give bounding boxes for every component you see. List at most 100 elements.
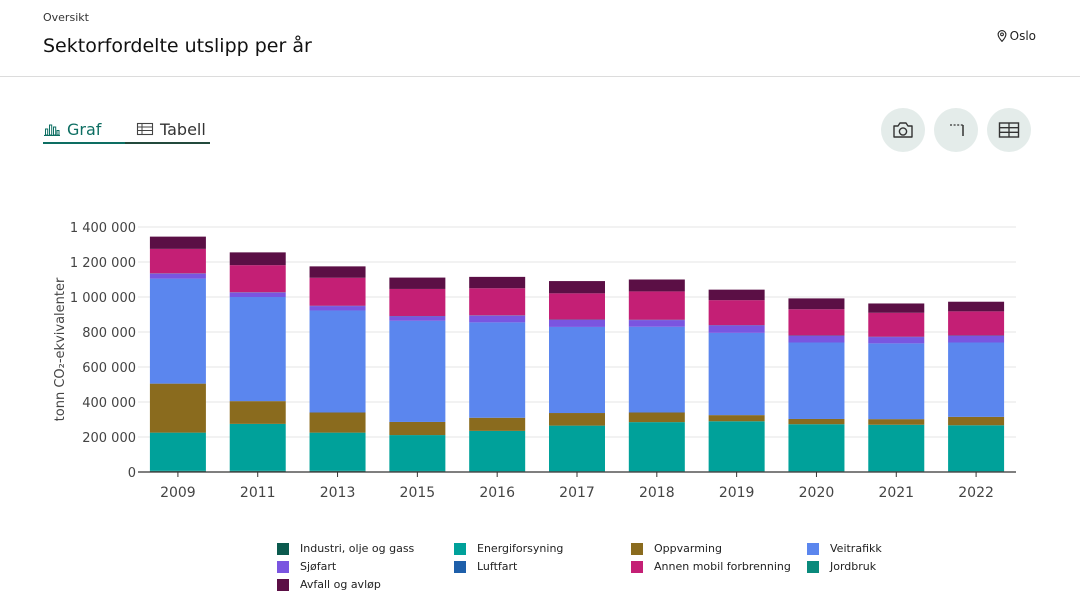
bar-segment[interactable] xyxy=(868,343,925,420)
legend-item[interactable]: Veitrafikk xyxy=(807,542,917,555)
bar-segment[interactable] xyxy=(708,300,765,326)
bar-segment[interactable] xyxy=(469,417,526,431)
bar-stack-2021[interactable] xyxy=(868,303,925,472)
bar-segment[interactable] xyxy=(309,266,366,278)
bar-segment[interactable] xyxy=(868,424,925,472)
bar-segment[interactable] xyxy=(469,430,526,472)
bar-segment[interactable] xyxy=(149,383,206,433)
bar-segment[interactable] xyxy=(469,288,526,316)
bar-segment[interactable] xyxy=(309,432,366,471)
bar-segment[interactable] xyxy=(469,315,526,323)
legend-item[interactable]: Avfall og avløp xyxy=(277,578,454,591)
grid-icon xyxy=(998,122,1020,138)
bar-segment[interactable] xyxy=(628,422,685,472)
legend-item[interactable]: Luftfart xyxy=(454,560,631,573)
bar-stack-2022[interactable] xyxy=(948,301,1005,472)
bar-segment[interactable] xyxy=(628,412,685,423)
bar-segment[interactable] xyxy=(309,306,366,311)
bar-segment[interactable] xyxy=(868,312,925,337)
bar-segment[interactable] xyxy=(389,421,446,436)
legend-item[interactable]: Energiforsyning xyxy=(454,542,631,555)
bar-segment[interactable] xyxy=(708,325,765,333)
bar-segment[interactable] xyxy=(149,278,206,384)
legend-item[interactable]: Annen mobil forbrenning xyxy=(631,560,807,573)
show-table-button[interactable] xyxy=(987,108,1031,152)
bar-segment[interactable] xyxy=(149,273,206,279)
bar-segment[interactable] xyxy=(948,335,1005,343)
bar-segment[interactable] xyxy=(708,415,765,422)
bar-segment[interactable] xyxy=(469,276,526,289)
bar-segment[interactable] xyxy=(389,277,446,289)
legend-item[interactable]: Jordbruk xyxy=(807,560,917,573)
y-tick-label: 200 000 xyxy=(82,431,136,446)
bar-segment[interactable] xyxy=(549,326,605,414)
bar-segment[interactable] xyxy=(229,401,286,424)
bar-segment[interactable] xyxy=(788,424,845,472)
bar-segment[interactable] xyxy=(788,418,845,425)
bar-segment[interactable] xyxy=(229,265,286,293)
bar-segment[interactable] xyxy=(229,292,286,297)
bar-segment[interactable] xyxy=(788,342,845,419)
download-image-button[interactable] xyxy=(881,108,925,152)
bar-segment[interactable] xyxy=(549,413,605,426)
bar-segment[interactable] xyxy=(549,293,605,320)
bar-segment[interactable] xyxy=(549,281,605,294)
bar-segment[interactable] xyxy=(229,252,286,266)
toggle-axis-button[interactable] xyxy=(934,108,978,152)
bar-segment[interactable] xyxy=(708,421,765,472)
bar-segment[interactable] xyxy=(389,288,446,317)
bar-stack-2018[interactable] xyxy=(628,279,685,473)
bar-segment[interactable] xyxy=(149,236,206,249)
bar-segment[interactable] xyxy=(389,316,446,321)
bar-stack-2009[interactable] xyxy=(149,236,206,472)
legend-item[interactable]: Industri, olje og gass xyxy=(277,542,454,555)
bar-segment[interactable] xyxy=(149,432,206,471)
bar-segment[interactable] xyxy=(788,298,845,310)
bar-segment[interactable] xyxy=(389,435,446,471)
bar-segment[interactable] xyxy=(948,342,1005,417)
chart-legend: Industri, olje og gass Energiforsyning Opp… xyxy=(277,542,917,591)
bar-segment[interactable] xyxy=(309,412,366,433)
bar-segment[interactable] xyxy=(948,425,1005,472)
legend-item[interactable]: Oppvarming xyxy=(631,542,807,555)
tab-tabell[interactable]: Tabell xyxy=(136,116,206,142)
legend-item[interactable]: Sjøfart xyxy=(277,560,454,573)
bar-segment[interactable] xyxy=(628,279,685,292)
bar-segment[interactable] xyxy=(628,320,685,327)
bar-segment[interactable] xyxy=(229,423,286,471)
bar-segment[interactable] xyxy=(868,419,925,425)
bar-stack-2015[interactable] xyxy=(389,277,446,472)
bar-segment[interactable] xyxy=(868,337,925,344)
bar-segment[interactable] xyxy=(948,301,1005,312)
bar-segment[interactable] xyxy=(628,291,685,320)
bar-stack-2013[interactable] xyxy=(309,266,366,472)
bar-stack-2016[interactable] xyxy=(469,276,526,472)
bar-stack-2020[interactable] xyxy=(788,298,845,472)
bar-segment[interactable] xyxy=(149,248,206,274)
bar-segment[interactable] xyxy=(948,311,1005,336)
legend-swatch xyxy=(807,560,819,573)
bar-segment[interactable] xyxy=(788,309,845,336)
bar-segment[interactable] xyxy=(309,277,366,306)
y-tick-label: 400 000 xyxy=(82,396,136,411)
legend-label: Avfall og avløp xyxy=(300,578,381,591)
bar-segment[interactable] xyxy=(309,310,366,413)
bar-segment[interactable] xyxy=(628,326,685,413)
bar-segment[interactable] xyxy=(549,319,605,327)
legend-swatch xyxy=(631,560,643,573)
bar-stack-2011[interactable] xyxy=(229,252,286,472)
bar-segment[interactable] xyxy=(868,303,925,313)
bar-stack-2019[interactable] xyxy=(708,289,765,472)
bar-segment[interactable] xyxy=(708,332,765,416)
bar-segment[interactable] xyxy=(948,416,1005,426)
bar-segment[interactable] xyxy=(229,297,286,402)
bar-stack-2017[interactable] xyxy=(549,281,605,472)
bar-segment[interactable] xyxy=(469,322,526,418)
bar-segment[interactable] xyxy=(788,335,845,343)
tab-graf[interactable]: Graf xyxy=(43,116,125,144)
location-indicator[interactable]: Oslo xyxy=(997,29,1036,43)
bar-segment[interactable] xyxy=(708,289,765,301)
breadcrumb[interactable]: Oversikt xyxy=(43,11,89,24)
bar-segment[interactable] xyxy=(549,425,605,472)
bar-segment[interactable] xyxy=(389,320,446,422)
